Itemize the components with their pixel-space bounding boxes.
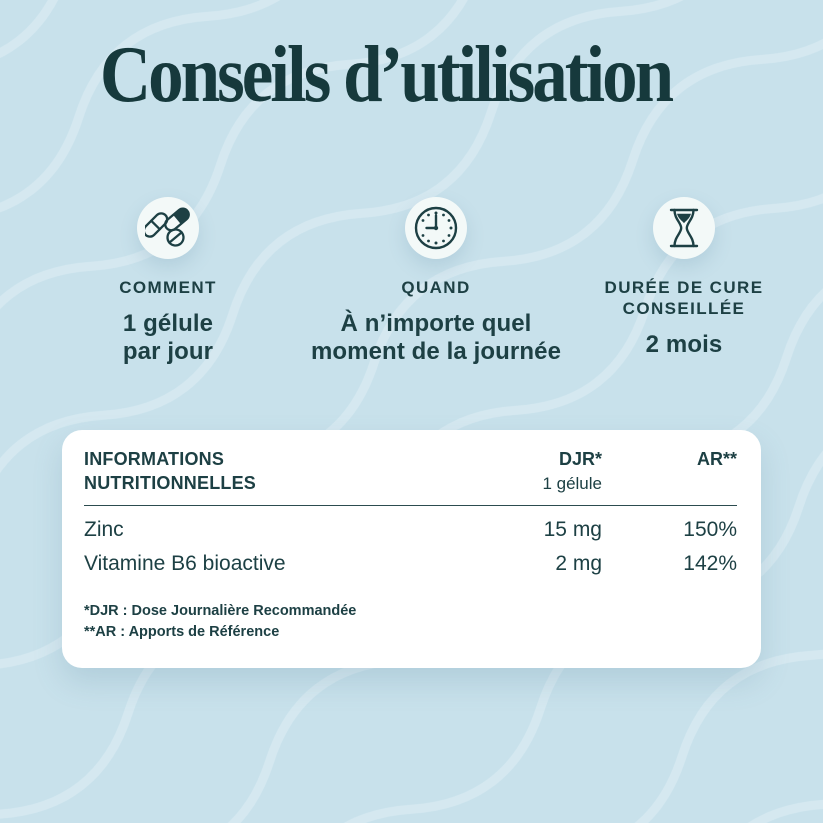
nutrition-table-header: INFORMATIONS NUTRITIONNELLES DJR* 1 gélu… [84,447,737,497]
nutrition-title-line: NUTRITIONNELLES [84,473,256,493]
usage-value-duration: 2 mois [646,331,723,359]
usage-column-how: COMMENT 1 gélule par jour [38,197,298,366]
usage-column-duration: DURÉE DE CURE CONSEILLÉE 2 mois [574,197,794,359]
usage-value-line: À n’importe quel [340,310,532,337]
nutrient-djr-value: 2 mg [555,552,602,575]
nutrition-table-title: INFORMATIONS NUTRITIONNELLES [84,447,492,495]
table-divider [84,505,737,506]
nutrient-name: Vitamine B6 bioactive [84,552,286,575]
usage-value-line: 1 gélule [122,310,214,337]
djr-label: DJR* [558,449,602,469]
clock-icon-circle [405,197,467,259]
djr-sublabel: 1 gélule [542,474,602,493]
usage-value-line: 2 mois [645,331,723,358]
content: Conseils d’utilisation [0,30,823,668]
page-title: Conseils d’utilisation [99,30,674,119]
usage-label-how: COMMENT [119,277,217,298]
table-row: Zinc 15 mg 150% [84,513,737,547]
clock-icon [414,206,458,250]
nutrient-djr-value: 15 mg [543,518,602,541]
usage-label-duration: DURÉE DE CURE CONSEILLÉE [605,277,764,319]
usage-instructions: COMMENT 1 gélule par jour [0,197,823,366]
usage-label-line: DURÉE DE CURE [604,278,764,297]
table-footnotes: *DJR : Dose Journalière Recommandée **AR… [84,601,737,643]
usage-value-how: 1 gélule par jour [123,310,213,366]
table-row: Vitamine B6 bioactive 2 mg 142% [84,547,737,581]
nutrient-ar-value: 150% [683,518,737,541]
footnote-djr: *DJR : Dose Journalière Recommandée [84,603,357,619]
hourglass-icon [669,208,699,248]
usage-value-line: par jour [122,338,214,365]
usage-label-line: QUAND [401,278,471,297]
nutrient-ar-value: 142% [683,552,737,575]
column-header-ar: AR** [696,449,737,469]
nutrition-table-rows: Zinc 15 mg 150% Vitamine B6 bioactive 2 … [84,513,737,581]
usage-value-when: À n’importe quel moment de la journée [311,310,561,366]
usage-label-line: COMMENT [119,278,217,297]
pills-icon-circle [137,197,199,259]
pills-icon [145,207,190,247]
hourglass-icon-circle [653,197,715,259]
usage-column-when: QUAND À n’importe quel moment de la jour… [298,197,574,366]
usage-label-line: CONSEILLÉE [622,299,746,318]
usage-label-when: QUAND [401,277,470,298]
nutrition-title-line: INFORMATIONS [84,449,225,469]
footnote-ar: **AR : Apports de Référence [84,624,280,640]
column-header-djr: DJR* 1 gélule [492,447,602,497]
nutrition-card: INFORMATIONS NUTRITIONNELLES DJR* 1 gélu… [62,430,761,668]
nutrient-name: Zinc [84,518,124,541]
usage-value-line: moment de la journée [310,338,562,365]
